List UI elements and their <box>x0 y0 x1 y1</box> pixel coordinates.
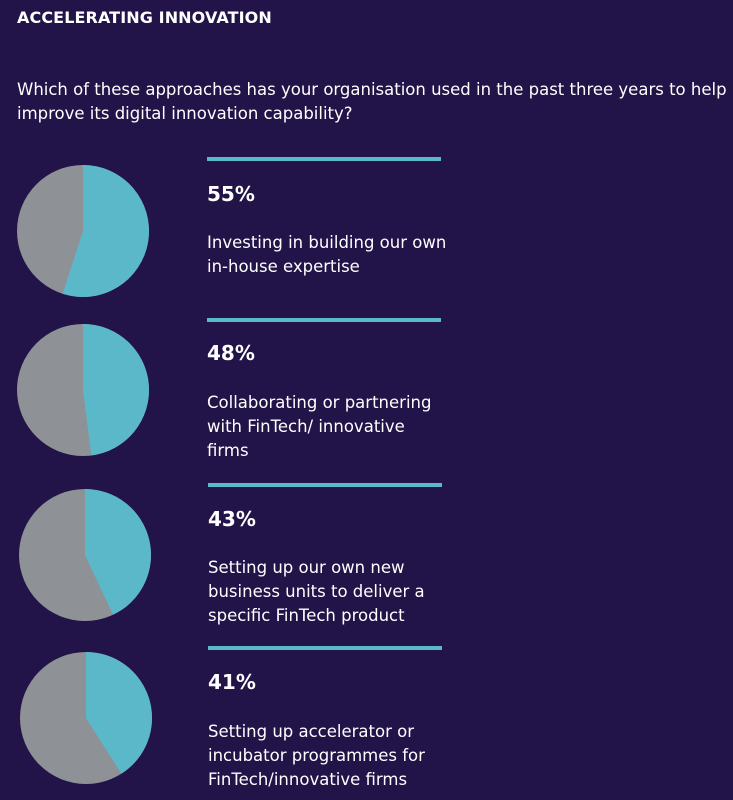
pie-slice-3 <box>85 489 152 615</box>
percentage-1: 55% <box>207 182 255 206</box>
pie-slice-2 <box>83 324 150 456</box>
approach-label-1: Investing in building our own in-house e… <box>207 233 447 276</box>
pie-chart-1 <box>17 165 149 297</box>
approach-label-4: Setting up accelerator or incubator prog… <box>208 722 425 789</box>
approach-label-2: Collaborating or partnering with FinTech… <box>207 393 432 460</box>
percentage-3: 43% <box>208 507 256 531</box>
survey-question: Which of these approaches has your organ… <box>17 80 727 123</box>
approach-label-3: Setting up our own new business units to… <box>208 558 425 625</box>
percentage-2: 48% <box>207 341 255 365</box>
pie-slice-1 <box>62 165 149 297</box>
divider-rule-3 <box>208 483 442 487</box>
divider-rule-2 <box>207 318 441 322</box>
divider-rule-4 <box>208 646 442 650</box>
pie-chart-2 <box>17 324 150 456</box>
pie-chart-4 <box>20 652 153 784</box>
page-heading: ACCELERATING INNOVATION <box>17 8 272 27</box>
percentage-4: 41% <box>208 670 256 694</box>
divider-rule-1 <box>207 157 441 161</box>
pie-chart-3 <box>19 489 152 621</box>
pie-slice-4 <box>86 652 153 774</box>
